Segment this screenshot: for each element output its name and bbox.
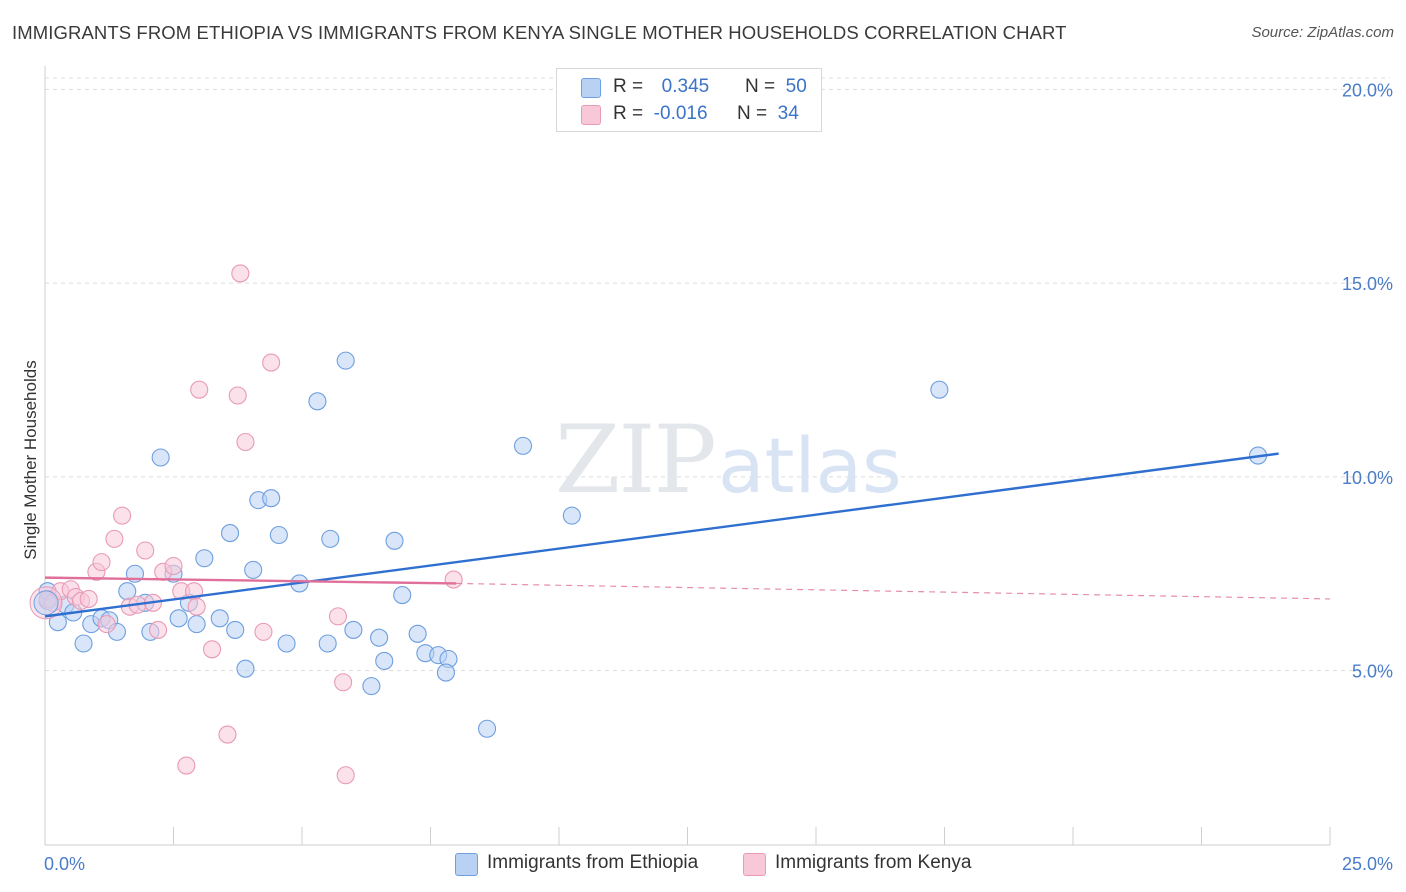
watermark: ZIP atlas [555,406,902,515]
series-swatch-ethiopia [455,853,478,876]
data-point [151,448,170,467]
data-point [336,766,355,785]
data-point [477,719,497,738]
data-point [105,529,124,548]
data-point [169,609,188,628]
data-point [277,634,296,653]
series-label-kenya: Immigrants from Kenya [775,852,972,873]
data-point [930,380,949,399]
legend-swatch-kenya [581,105,601,125]
data-point [269,525,288,545]
data-point [187,615,206,634]
x-tick-label-min: 0.0% [44,854,85,874]
data-point [236,432,255,452]
legend-r-label: R = [613,76,644,97]
data-point [370,628,389,647]
data-point [136,541,155,560]
data-point [97,615,116,634]
series-swatch-kenya [743,853,766,876]
y-tick-label: 15.0% [1342,274,1393,294]
data-point [321,529,340,548]
y-tick-labels: 5.0% 10.0% 15.0% 20.0% [1342,80,1393,681]
legend-swatch-ethiopia [581,78,601,98]
legend-r-value-kenya: -0.016 [653,103,708,124]
trend-line-ethiopia [44,452,1279,618]
series-label-ethiopia: Immigrants from Ethiopia [487,852,699,873]
y-axis-label: Single Mother Households [21,360,40,559]
data-point [385,531,404,550]
axes [44,66,1331,846]
watermark-atlas: atlas [718,421,902,510]
data-point [236,659,255,678]
data-point [254,622,273,641]
data-point [226,620,245,639]
data-point-cluster [33,590,59,616]
data-point [513,436,533,455]
x-tick-label-max: 25.0% [1342,854,1393,874]
data-point [210,609,229,628]
x-tick-labels: 0.0% 25.0% [44,854,1393,874]
data-point [244,560,263,579]
y-tick-label: 5.0% [1352,662,1393,682]
data-point [436,663,455,682]
data-point [228,386,247,405]
watermark-zip: ZIP [555,406,715,515]
series-points-kenya [38,264,463,785]
legend-r-value-ethiopia: 0.345 [661,76,710,97]
data-point [328,607,348,626]
data-point [562,506,581,525]
trend-line-kenya [44,576,457,585]
data-point [113,506,132,525]
data-point [79,589,98,608]
data-point [262,489,281,508]
legend-n-value-kenya: 34 [777,103,799,124]
data-point [74,634,93,653]
data-point [408,624,427,643]
data-point [218,725,237,744]
data-point [375,651,394,670]
data-point [220,524,240,543]
data-point [262,353,281,372]
y-tick-label: 10.0% [1342,468,1393,488]
data-point [444,570,463,589]
data-point [195,549,214,568]
data-point [393,586,412,605]
data-point [344,620,363,639]
chart-title: IMMIGRANTS FROM ETHIOPIA VS IMMIGRANTS F… [12,22,1067,43]
legend-r-label: R = [613,103,644,124]
gridlines [45,77,1390,672]
data-point [334,673,353,692]
legend-n-value-ethiopia: 50 [785,76,807,97]
data-points [29,264,1268,785]
data-point [203,640,222,659]
data-point [187,597,206,616]
data-point [231,264,250,283]
trend-line-extension-kenya [456,582,1331,600]
trend-lines [44,452,1331,618]
legend-n-label: N = [736,103,768,124]
data-point [336,351,355,370]
data-point [177,756,196,775]
data-point [164,556,183,576]
data-point [149,620,168,639]
chart-source: Source: ZipAtlas.com [1251,24,1394,41]
y-tick-label: 20.0% [1342,80,1393,100]
correlation-legend: R = 0.345 N = 50 R = -0.016 N = 34 [556,68,822,132]
data-point [362,677,381,696]
data-point [190,380,209,399]
data-point [308,392,327,411]
data-point [318,634,337,653]
data-point [92,553,111,572]
legend-n-label: N = [744,76,776,97]
